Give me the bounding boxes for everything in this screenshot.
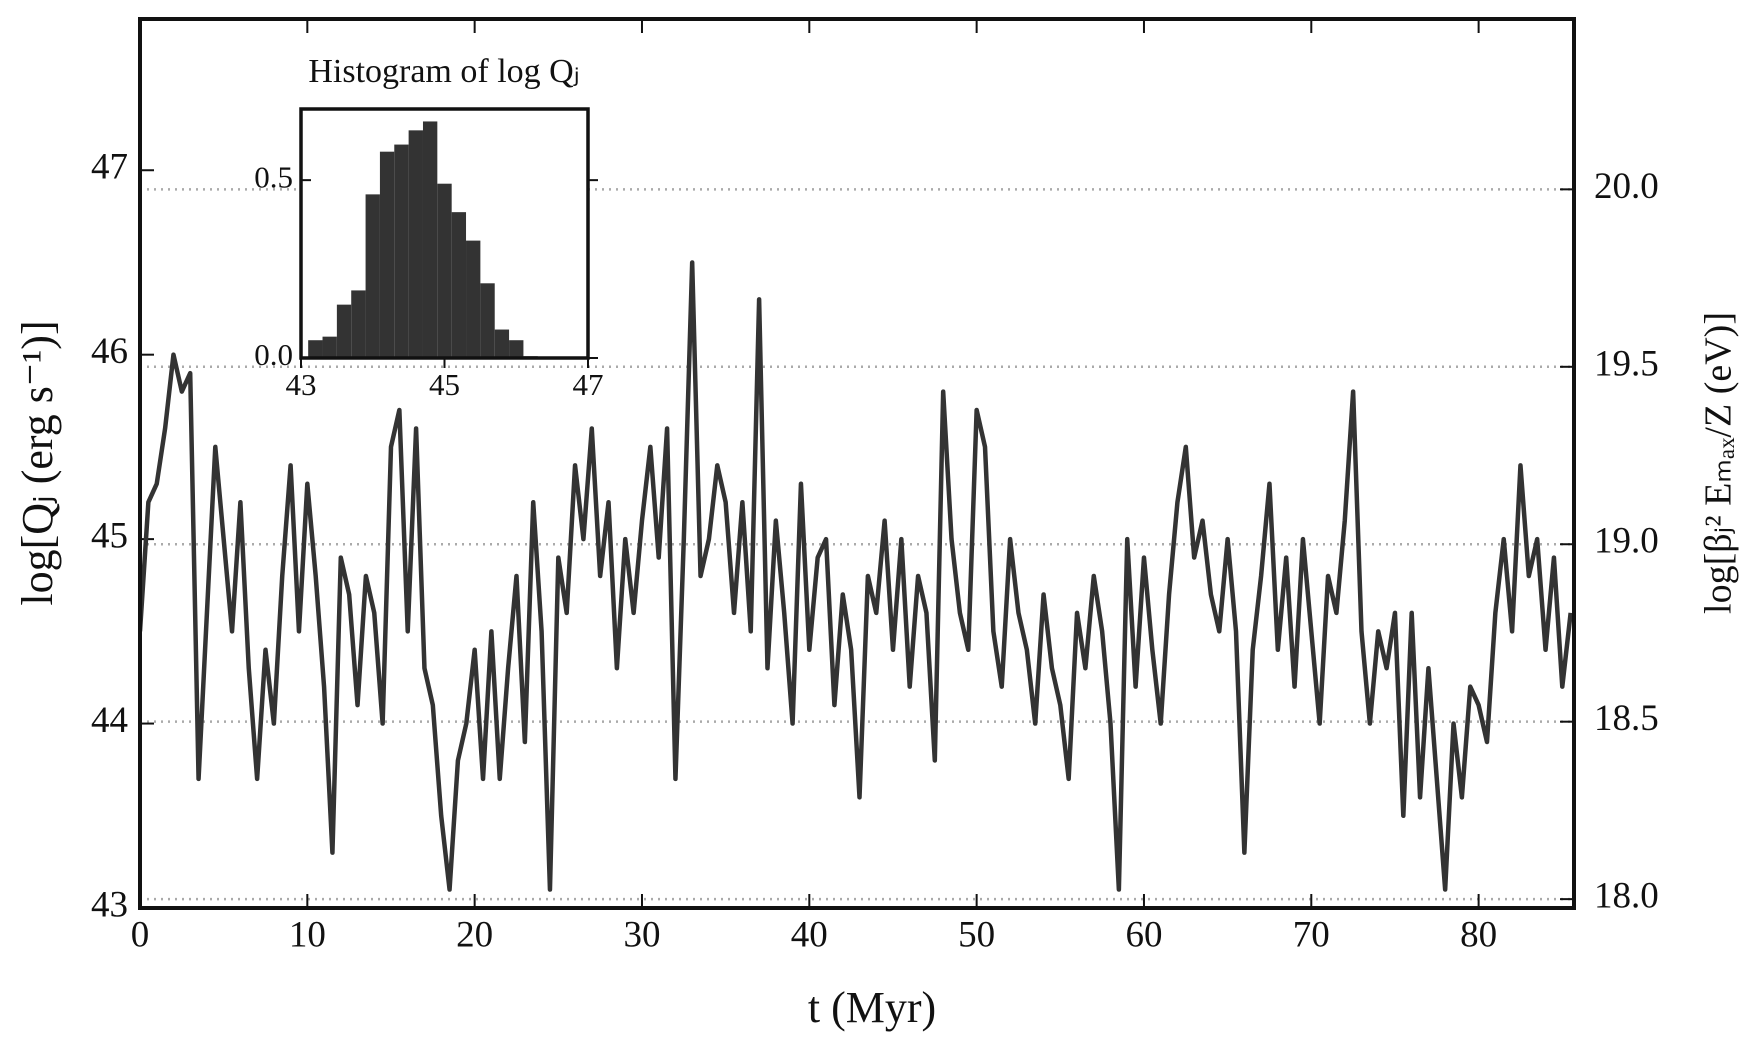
y-tick-label: 43 [91, 884, 128, 925]
x-tick-label: 70 [1293, 914, 1330, 955]
hist-bar [308, 340, 323, 358]
x-tick-label: 80 [1460, 914, 1497, 955]
x-tick-label: 30 [623, 914, 660, 955]
x-tick-label: 10 [289, 914, 326, 955]
hist-bar [336, 304, 352, 358]
y-tick-label: 44 [91, 700, 128, 741]
y2-tick-label: 19.5 [1594, 343, 1659, 384]
hist-bar [494, 329, 510, 358]
inset-x-tick-label: 43 [286, 367, 317, 402]
series-line [140, 260, 1573, 892]
y2-axis-label: log[βⱼ² Eₘₐₓ/Z (eV)] [1698, 312, 1740, 614]
inset-y-tick-label: 0.0 [254, 337, 293, 372]
hist-bar [351, 290, 366, 358]
hist-bar [509, 340, 524, 358]
x-tick-label: 50 [958, 914, 995, 955]
x-tick-label: 20 [456, 914, 493, 955]
plot-frame [138, 17, 1576, 910]
hist-bar [365, 194, 380, 358]
y2-tick-label: 19.0 [1594, 521, 1659, 562]
x-tick-label: 0 [131, 914, 150, 955]
hist-bar [408, 130, 423, 358]
y-axis-label: log[Qⱼ (erg s⁻¹)] [13, 320, 62, 605]
x-tick-label: 40 [791, 914, 828, 955]
inset-x-tick-label: 45 [429, 367, 460, 402]
y-tick-label: 47 [91, 147, 128, 188]
inset-title: Histogram of log Qⱼ [308, 53, 579, 90]
y2-tick-label: 18.5 [1594, 698, 1659, 739]
hist-bar [437, 183, 452, 358]
inset-frame [299, 107, 590, 360]
y-tick-label: 45 [91, 516, 128, 557]
y2-tick-label: 20.0 [1594, 166, 1659, 207]
hist-bar [451, 212, 467, 358]
x-axis-label: t (Myr) [808, 983, 936, 1032]
x-tick-label: 60 [1125, 914, 1162, 955]
hist-bar [480, 283, 495, 358]
hist-bar [379, 151, 395, 358]
hist-bar [394, 144, 409, 358]
inset-y-tick-label: 0.5 [254, 159, 293, 194]
hist-bar [422, 121, 438, 358]
y2-tick-label: 18.0 [1594, 876, 1659, 917]
hist-bar [466, 240, 481, 358]
inset-x-tick-label: 47 [573, 367, 604, 402]
y-tick-label: 46 [91, 331, 128, 372]
hist-bar [322, 336, 337, 358]
